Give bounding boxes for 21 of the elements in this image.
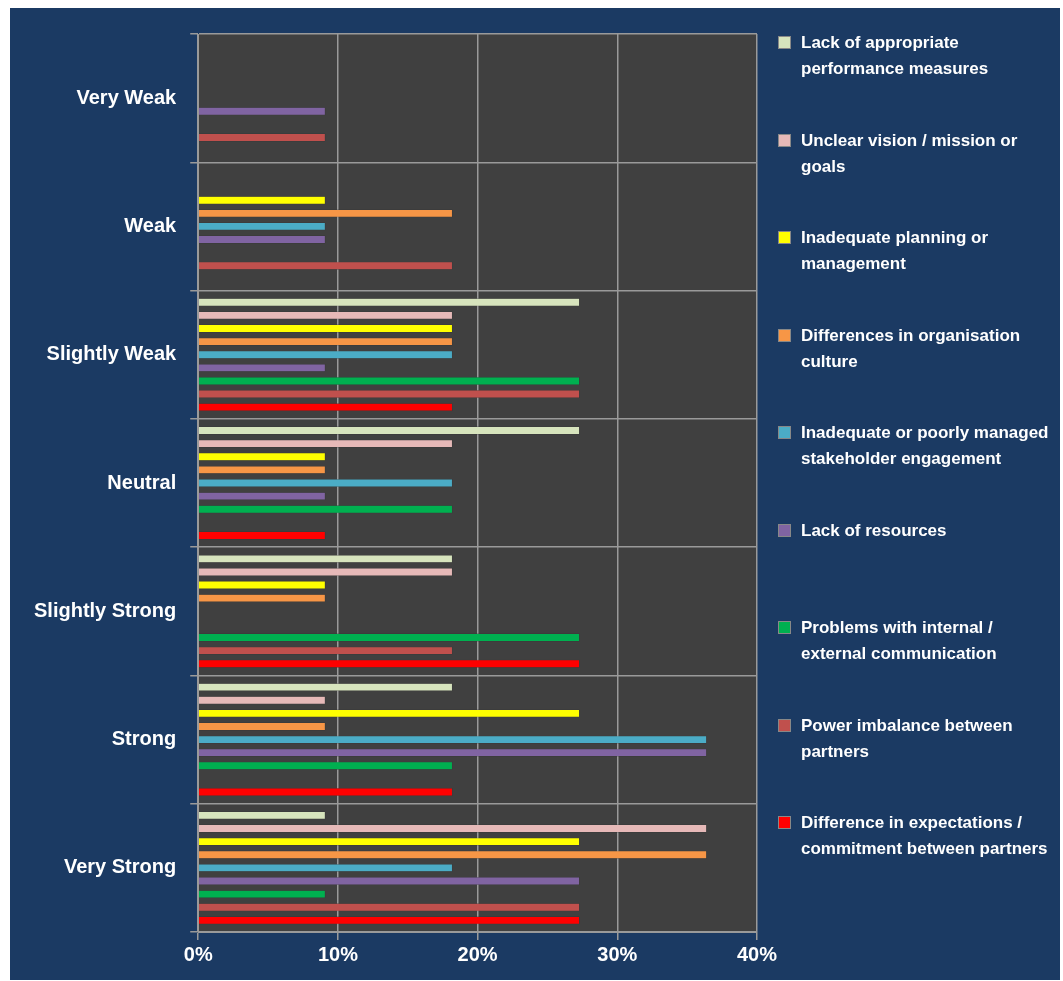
legend-label: Problems with internal / external communication: [801, 617, 998, 665]
legend-label: Differences in organisation culture: [801, 324, 1022, 373]
y-tick-label: Very Weak: [76, 85, 178, 108]
legend-label: Difference in expectations / commitment between partners: [801, 812, 1049, 860]
x-tick-label: 10%: [317, 942, 359, 965]
legend-label: Power imbalance between partners: [801, 714, 1014, 763]
legend-label: Unclear vision / mission or goals: [801, 129, 1019, 178]
y-tick-label: Very Strong: [63, 855, 177, 878]
legend-label: Lack of resources: [801, 519, 947, 542]
x-tick-label: 40%: [736, 942, 778, 965]
y-tick-label: Neutral: [107, 470, 177, 493]
y-tick-label: Strong: [111, 727, 177, 750]
legend-label: Inadequate planning or management: [801, 227, 989, 275]
y-tick-label: Weak: [124, 213, 178, 236]
legend-label: Inadequate or poorly managed stakeholder engagement: [801, 422, 1050, 470]
legend-label: Lack of appropriate performance measures: [801, 32, 990, 80]
x-tick-label: 20%: [457, 942, 498, 965]
x-tick-label: 0%: [183, 942, 213, 965]
x-tick-label: 30%: [597, 942, 638, 965]
y-tick-label: Slightly Weak: [46, 342, 178, 365]
y-tick-label: Slightly Strong: [34, 598, 177, 621]
